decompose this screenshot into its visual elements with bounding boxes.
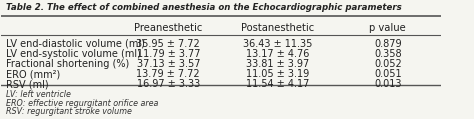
- Text: 0.879: 0.879: [374, 39, 401, 49]
- Text: 37.13 ± 3.57: 37.13 ± 3.57: [137, 59, 200, 69]
- Text: 13.17 ± 4.76: 13.17 ± 4.76: [246, 49, 310, 59]
- Text: RSV: regurgitant stroke volume: RSV: regurgitant stroke volume: [6, 107, 132, 116]
- Text: Table 2. The effect of combined anesthesia on the Echocardiographic parameters: Table 2. The effect of combined anesthes…: [6, 3, 401, 12]
- Text: 16.97 ± 3.33: 16.97 ± 3.33: [137, 79, 200, 89]
- Text: LV end-diastolic volume (ml): LV end-diastolic volume (ml): [6, 39, 145, 49]
- Text: 35.95 ± 7.72: 35.95 ± 7.72: [137, 39, 200, 49]
- Text: ERO: effective regurgitant orifice area: ERO: effective regurgitant orifice area: [6, 99, 158, 108]
- Text: 11.05 ± 3.19: 11.05 ± 3.19: [246, 69, 310, 79]
- Text: 36.43 ± 11.35: 36.43 ± 11.35: [243, 39, 313, 49]
- Text: 0.051: 0.051: [374, 69, 401, 79]
- Text: 0.358: 0.358: [374, 49, 401, 59]
- Text: 11.54 ± 4.17: 11.54 ± 4.17: [246, 79, 310, 89]
- Text: Preanesthetic: Preanesthetic: [134, 23, 202, 33]
- Text: 33.81 ± 3.97: 33.81 ± 3.97: [246, 59, 310, 69]
- Text: 11.79 ± 3.77: 11.79 ± 3.77: [137, 49, 200, 59]
- Text: ERO (mm²): ERO (mm²): [6, 69, 60, 79]
- Text: LV: left ventricle: LV: left ventricle: [6, 90, 71, 99]
- Text: LV end-systolic volume (ml): LV end-systolic volume (ml): [6, 49, 141, 59]
- Text: Fractional shortening (%): Fractional shortening (%): [6, 59, 129, 69]
- Text: Postanesthetic: Postanesthetic: [241, 23, 315, 33]
- Text: 13.79 ± 7.72: 13.79 ± 7.72: [137, 69, 200, 79]
- Text: 0.052: 0.052: [374, 59, 401, 69]
- Text: p value: p value: [369, 23, 406, 33]
- Text: RSV (ml): RSV (ml): [6, 79, 48, 89]
- Text: 0.013: 0.013: [374, 79, 401, 89]
